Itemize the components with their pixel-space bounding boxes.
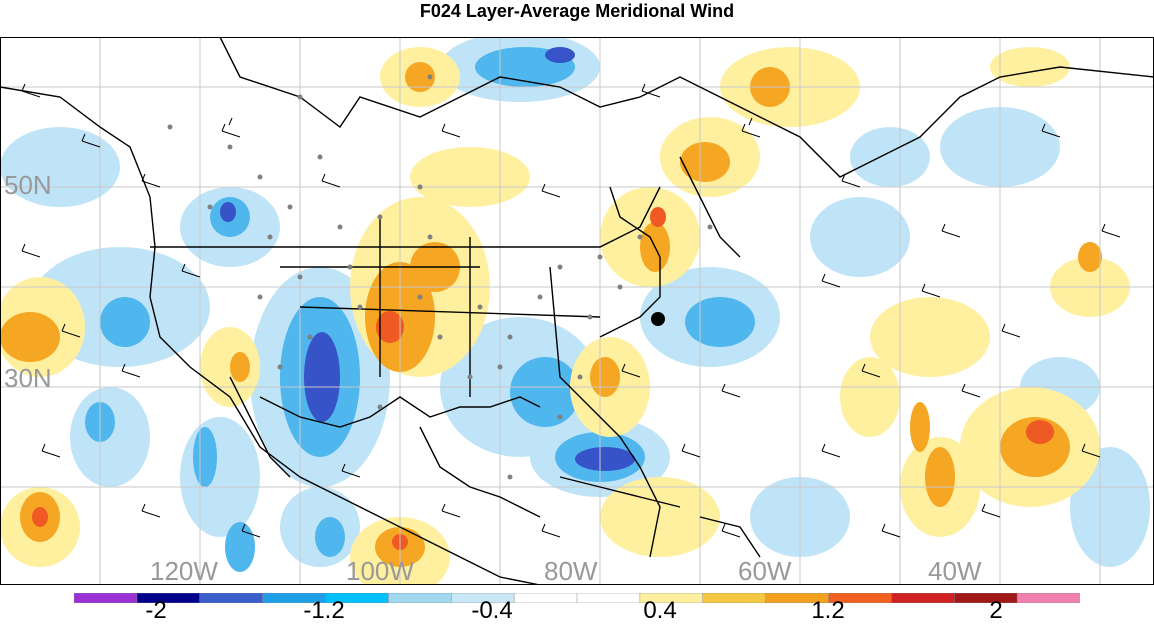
colorbar-tick-label: -1.2 xyxy=(303,597,345,624)
colorbar-tick-label: 0.4 xyxy=(643,597,677,624)
map-title: F024 Layer-Average Meridional Wind xyxy=(419,1,735,21)
lon-label-100w: 100W xyxy=(346,556,414,585)
lon-label-120w: 120W xyxy=(150,556,218,585)
station-dots xyxy=(167,74,713,480)
coastlines-and-borders xyxy=(0,37,1154,585)
negative-wind-strong xyxy=(220,47,635,471)
lat-lon-gridlines xyxy=(0,37,1154,585)
map-panel: 50N 30N 120W 100W 80W 60W 40W xyxy=(0,37,1154,585)
wind-barbs xyxy=(21,83,1121,538)
lon-label-80w: 80W xyxy=(544,556,598,585)
colorbar xyxy=(73,590,1081,604)
colorbar-swatches xyxy=(73,592,1081,604)
colorbar-tick-label: 1.2 xyxy=(811,597,845,624)
colorbar-labels: -2 -1.2 -0.4 0.4 1.2 2 xyxy=(0,597,1154,624)
colorbar-tick-label: -0.4 xyxy=(471,597,513,624)
colorbar-tick-label: -2 xyxy=(145,597,167,624)
positive-wind-strong xyxy=(32,207,1054,550)
colorbar-tick-label: 2 xyxy=(989,597,1003,624)
lon-label-40w: 40W xyxy=(928,556,982,585)
lat-label-30n: 30N xyxy=(4,363,52,393)
location-marker-dot xyxy=(651,312,665,326)
lon-label-60w: 60W xyxy=(738,556,792,585)
lat-label-50n: 50N xyxy=(4,170,52,200)
meridional-wind-map: 50N 30N 120W 100W 80W 60W 40W xyxy=(0,37,1154,585)
